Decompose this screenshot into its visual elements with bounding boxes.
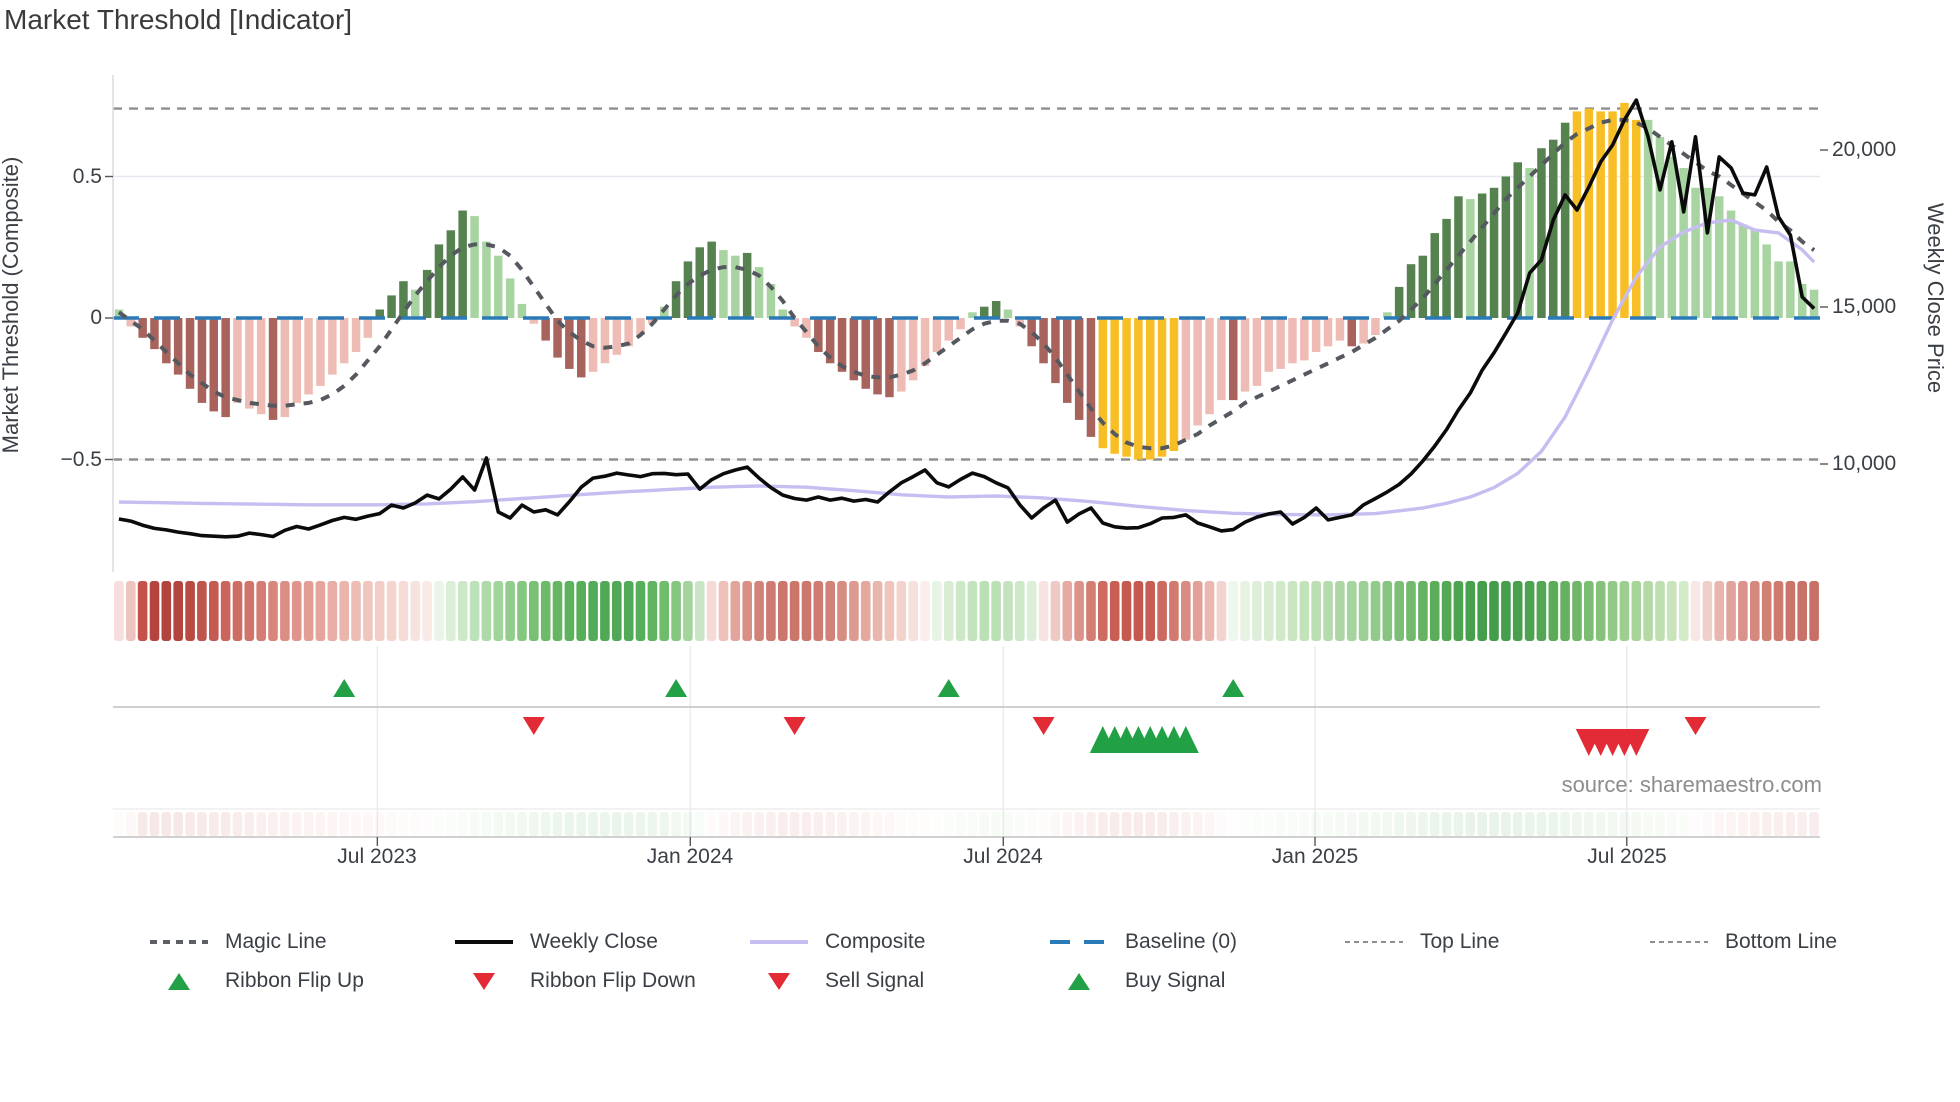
x-tick-jul-2024: Jul 2024 <box>963 845 1043 868</box>
composite-swatch-icon <box>750 940 808 944</box>
legend-item-sell-signal: Sell Signal <box>750 968 924 994</box>
x-tick-jan-2024: Jan 2024 <box>646 845 734 868</box>
baseline-swatch-icon <box>1050 940 1108 944</box>
page-title: Market Threshold [Indicator] <box>4 4 353 35</box>
ribbon-flip-up-icon <box>150 972 208 990</box>
source-credit: source: sharemaestro.com <box>1561 772 1822 797</box>
left-tick-neg0_5: −0.5 <box>60 448 102 471</box>
buy-signal-icon <box>1050 972 1108 990</box>
legend-item-top-line: Top Line <box>1345 929 1499 955</box>
weekly-close-swatch-icon <box>455 940 513 944</box>
right-tick-15000: 15,000 <box>1832 295 1897 318</box>
magic-line-swatch-icon <box>150 940 208 944</box>
sell-signal-icon <box>750 972 808 990</box>
legend-item-ribbon-flip-down: Ribbon Flip Down <box>455 968 696 994</box>
legend-item-composite: Composite <box>750 929 925 955</box>
ribbon-flip-down-icon <box>455 972 513 990</box>
left-axis-title: Market Threshold (Composite) <box>0 156 23 454</box>
right-tick-10000: 10,000 <box>1832 452 1897 475</box>
legend-item-baseline: Baseline (0) <box>1050 929 1237 955</box>
left-tick-0: 0 <box>90 306 102 329</box>
right-tick-20000: 20,000 <box>1832 138 1897 161</box>
legend-item-magic-line: Magic Line <box>150 929 327 955</box>
top-line-swatch-icon <box>1345 940 1403 944</box>
legend-item-weekly-close: Weekly Close <box>455 929 658 955</box>
right-axis-title: Weekly Close Price <box>1923 202 1948 394</box>
bottom-line-swatch-icon <box>1650 940 1708 944</box>
legend-item-ribbon-flip-up: Ribbon Flip Up <box>150 968 364 994</box>
x-tick-jul-2023: Jul 2023 <box>337 845 417 868</box>
legend-item-bottom-line: Bottom Line <box>1650 929 1837 955</box>
x-tick-jul-2025: Jul 2025 <box>1587 845 1667 868</box>
left-tick-0_5: 0.5 <box>72 165 102 188</box>
x-tick-jan-2025: Jan 2025 <box>1271 845 1359 868</box>
legend-item-buy-signal: Buy Signal <box>1050 968 1225 994</box>
